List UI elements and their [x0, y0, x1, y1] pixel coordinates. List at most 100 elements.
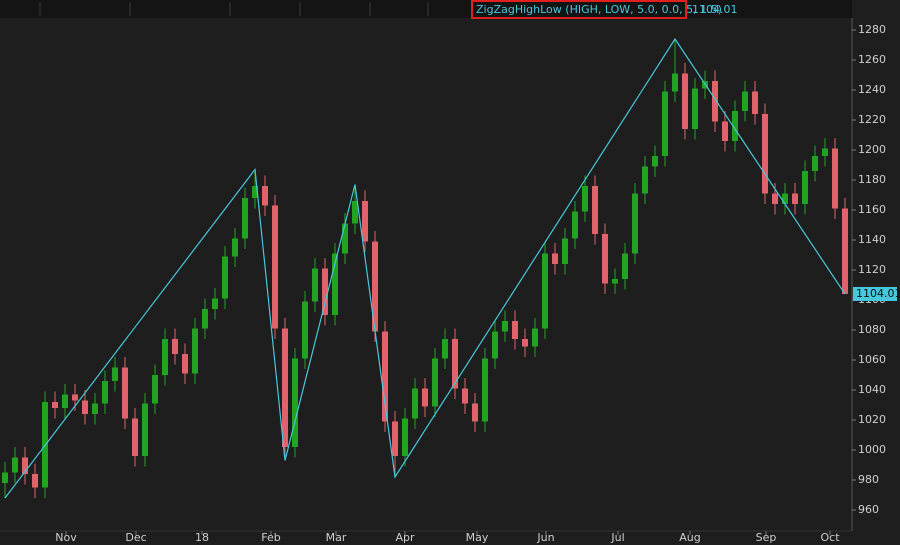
candle-body — [592, 186, 598, 234]
candle-body — [372, 241, 378, 332]
x-tick-label: 18 — [195, 531, 209, 544]
candle-body — [132, 418, 138, 456]
header-strip — [0, 0, 852, 18]
study-value: 1104.01 — [692, 3, 738, 16]
candle-body — [202, 309, 208, 329]
candle-body — [362, 201, 368, 242]
candle-body — [622, 253, 628, 279]
candle-body — [222, 256, 228, 299]
candle-body — [722, 121, 728, 141]
candle-body — [652, 156, 658, 167]
candle-body — [402, 418, 408, 456]
y-tick-label: 1040 — [858, 383, 886, 396]
candle-body — [72, 394, 78, 401]
candle-body — [762, 114, 768, 194]
candle-body — [102, 381, 108, 404]
candle-body — [532, 328, 538, 347]
y-tick-label: 1000 — [858, 443, 886, 456]
candle-body — [412, 388, 418, 419]
y-tick-label: 1180 — [858, 173, 886, 186]
candle-body — [32, 474, 38, 488]
candle-body — [172, 339, 178, 354]
candle-body — [742, 91, 748, 111]
study-highlight — [471, 0, 687, 19]
candle-body — [342, 223, 348, 254]
candle-body — [772, 193, 778, 204]
candle-body — [752, 91, 758, 114]
candle-body — [712, 81, 718, 122]
candle-body — [792, 193, 798, 204]
candle-body — [822, 148, 828, 156]
candle-body — [92, 403, 98, 414]
candle-body — [62, 394, 68, 408]
candle-body — [182, 354, 188, 374]
candle-body — [352, 201, 358, 224]
candle-body — [282, 328, 288, 447]
candle-body — [292, 358, 298, 447]
candle-body — [162, 339, 168, 375]
candle-body — [392, 421, 398, 456]
candle-body — [452, 339, 458, 389]
candle-body — [142, 403, 148, 456]
y-tick-label: 980 — [858, 473, 879, 486]
candle-body — [262, 186, 268, 206]
candle-body — [152, 375, 158, 404]
candle-body — [272, 205, 278, 329]
candle-body — [432, 358, 438, 407]
y-tick-label: 1260 — [858, 53, 886, 66]
candle-body — [22, 457, 28, 474]
candle-body — [322, 268, 328, 315]
candle-body — [602, 234, 608, 284]
candle-body — [492, 331, 498, 359]
candle-body — [562, 238, 568, 264]
y-tick-label: 1020 — [858, 413, 886, 426]
y-tick-label: 1120 — [858, 263, 886, 276]
y-tick-label: 1280 — [858, 23, 886, 36]
x-tick-label: Nov — [55, 531, 77, 544]
x-tick-label: May — [466, 531, 489, 544]
y-tick-label: 1160 — [858, 203, 886, 216]
x-tick-label: Jun — [536, 531, 554, 544]
candle-body — [662, 91, 668, 156]
candle-body — [692, 88, 698, 129]
x-tick-label: Feb — [261, 531, 280, 544]
candle-body — [302, 301, 308, 359]
x-tick-label: Dec — [125, 531, 146, 544]
y-tick-label: 1200 — [858, 143, 886, 156]
candle-body — [252, 186, 258, 198]
study-label[interactable]: ZigZagHighLow (HIGH, LOW, 5.0, 0.0, 5, 1… — [476, 3, 722, 16]
candle-body — [382, 331, 388, 422]
candle-body — [482, 358, 488, 422]
candle-body — [112, 367, 118, 381]
candle-body — [682, 73, 688, 129]
candle-body — [552, 253, 558, 264]
x-tick-label: Sep — [756, 531, 777, 544]
candle-body — [782, 193, 788, 204]
y-tick-label: 1080 — [858, 323, 886, 336]
y-tick-label: 1240 — [858, 83, 886, 96]
y-tick-label: 1140 — [858, 233, 886, 246]
candle-body — [542, 253, 548, 329]
plot-area — [2, 37, 848, 499]
candle-body — [312, 268, 318, 302]
zigzag-line — [4, 37, 846, 499]
candle-body — [332, 253, 338, 315]
candle-body — [732, 111, 738, 141]
candle-body — [512, 321, 518, 339]
candle-body — [82, 400, 88, 414]
candle-body — [242, 198, 248, 239]
candle-body — [192, 328, 198, 374]
x-tick-label: Oct — [820, 531, 840, 544]
candle-body — [2, 472, 8, 483]
candle-body — [212, 298, 218, 309]
candle-body — [12, 457, 18, 473]
candle-body — [232, 238, 238, 257]
candle-body — [672, 73, 678, 92]
candle-body — [842, 208, 848, 294]
header-dividers — [39, 2, 429, 16]
candle-body — [812, 156, 818, 171]
x-tick-label: Apr — [395, 531, 415, 544]
